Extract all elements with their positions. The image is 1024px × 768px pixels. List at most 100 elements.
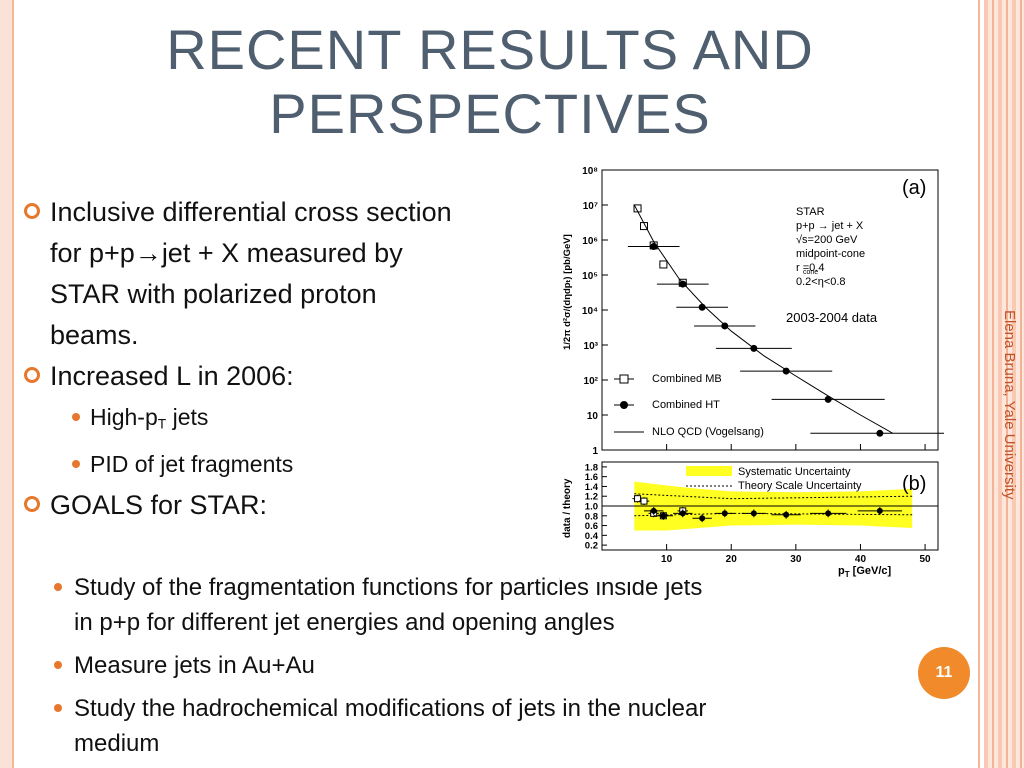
ht-data-point	[721, 322, 729, 330]
bullet-dot-icon	[54, 704, 62, 712]
bullet-list: Inclusive differential cross section for…	[20, 192, 560, 526]
x-tick-label: 40	[855, 554, 867, 565]
cone-sub: cone	[803, 269, 818, 276]
sub-bullet-high-pt: High-pT jets	[20, 397, 560, 444]
svg-text:Combined HT: Combined HT	[652, 399, 720, 411]
svg-text:NLO QCD (Vogelsang): NLO QCD (Vogelsang)	[652, 426, 764, 438]
x-tick-label: 30	[790, 554, 802, 565]
svg-text:Systematic Uncertainty: Systematic Uncertainty	[738, 466, 851, 478]
y-axis-label-top: 1/2π d²σ/(dηdpₜ) [pb/GeV]	[562, 234, 573, 350]
y-tick-label-bottom: 0.6	[585, 521, 598, 532]
ratio-ht-point	[699, 515, 706, 522]
bullet-dot-icon	[72, 413, 80, 421]
x-tick-label: 10	[661, 554, 673, 565]
eta-label: 0.2<η<0.8	[796, 276, 846, 288]
y-tick-label-top: 10⁵	[582, 271, 598, 282]
bullet-ring-icon	[24, 367, 40, 383]
ratio-ht-point	[876, 507, 883, 514]
goal-auau: Measure jets in Au+Au	[20, 648, 880, 683]
y-tick-label-top: 10⁸	[582, 166, 598, 177]
sub-bullet-pid: PID of jet fragments	[20, 444, 560, 485]
ratio-ht-point	[721, 510, 728, 517]
left-border	[0, 0, 14, 768]
arrow-right-icon: →	[134, 238, 162, 268]
y-tick-label-bottom: 1.2	[585, 492, 598, 503]
panel-a-label: (a)	[902, 177, 926, 199]
bullet-text: Increased L in 2006:	[50, 361, 294, 391]
legend-sys: Systematic Uncertainty	[686, 466, 851, 478]
author-sidebar: Elena Bruna, Yale University	[996, 310, 1024, 590]
ratio-ht-point	[660, 512, 667, 519]
y-axis-label-bottom: data / theory	[562, 478, 573, 538]
y-tick-label-top: 10⁷	[583, 201, 598, 212]
author-text: Elena Bruna, Yale University	[1001, 310, 1018, 500]
theory-scale-upper	[634, 493, 913, 500]
bullet-text: GOALS for STAR:	[50, 490, 268, 521]
legend-ht: Combined HT	[614, 399, 720, 411]
ht-data-point	[824, 395, 832, 403]
legend-theory: Theory Scale Uncertainty	[686, 480, 862, 492]
bullet-dot-icon	[72, 460, 80, 469]
y-tick-label-bottom: 0.4	[585, 531, 599, 542]
title-line-2: PERSPECTIVES	[269, 82, 711, 145]
slide-title: RECENT RESULTS AND PERSPECTIVES	[60, 18, 920, 146]
x-tick-label: 20	[726, 554, 738, 565]
goal-fragmentation: Study of the fragmentation functions for…	[20, 570, 880, 640]
ratio-ht-point	[679, 510, 686, 517]
data-note: 2003-2004 data	[786, 310, 878, 325]
bullet-text: beams.	[50, 320, 139, 350]
bullet-ring-icon	[24, 496, 40, 513]
y-tick-label-top: 1	[592, 446, 598, 457]
ratio-ht-point	[650, 507, 657, 514]
title-line-1: RECENT RESULTS AND	[166, 18, 814, 81]
panel-b-label: (b)	[902, 473, 926, 495]
bullet-luminosity: Increased L in 2006:	[20, 356, 560, 397]
cross-section-figure: 10⁸10⁷10⁶10⁵10⁴10³10²1011.81.61.41.21.00…	[560, 160, 944, 580]
y-tick-label-bottom: 0.2	[585, 541, 598, 552]
ratio-ht-point	[750, 510, 757, 517]
bullet-ring-icon	[24, 203, 40, 219]
legend-mb: Combined MB	[614, 373, 722, 385]
y-tick-label-top: 10³	[584, 341, 599, 352]
y-tick-label-bottom: 1.0	[585, 502, 598, 513]
y-tick-label-bottom: 1.6	[585, 472, 598, 483]
y-tick-label-top: 10²	[584, 376, 599, 387]
page-number-badge: 11	[918, 647, 970, 699]
reaction-label: p+p → jet + X	[796, 220, 864, 232]
nlo-qcd-line	[633, 204, 894, 434]
ratio-ht-point	[783, 511, 790, 518]
x-axis-label: pT [GeV/c]	[838, 565, 892, 579]
mb-data-point	[659, 260, 668, 269]
ht-data-point	[698, 303, 706, 311]
svg-text:Combined MB: Combined MB	[652, 373, 722, 385]
bullet-goals: GOALS for STAR:	[20, 485, 560, 526]
star-label: STAR	[796, 206, 825, 218]
energy-label: √s=200 GeV	[796, 234, 858, 246]
ht-data-point	[679, 280, 687, 288]
right-border	[984, 0, 1024, 768]
bullet-text: for p+p→jet + X measured by	[50, 238, 403, 268]
algorithm-label: midpoint-cone	[796, 248, 865, 260]
ratio-ht-point	[825, 510, 832, 517]
right-border-line	[978, 0, 980, 768]
y-tick-label-top: 10⁴	[582, 306, 598, 317]
y-tick-label-bottom: 0.8	[585, 511, 598, 522]
ht-data-point	[650, 243, 658, 251]
bullet-text: STAR with polarized proton	[50, 279, 377, 309]
y-tick-label-bottom: 1.8	[585, 462, 598, 473]
ratio-mb-point	[640, 497, 648, 505]
legend-nlo: NLO QCD (Vogelsang)	[614, 426, 764, 438]
cone-label: r =0.4	[796, 262, 824, 274]
ht-data-point	[876, 429, 884, 437]
y-tick-label-top: 10	[587, 411, 599, 422]
bullet-cross-section: Inclusive differential cross section for…	[20, 192, 560, 356]
svg-text:Theory Scale Uncertainty: Theory Scale Uncertainty	[738, 480, 862, 492]
y-tick-label-top: 10⁶	[582, 236, 598, 247]
x-tick-label: 50	[920, 554, 932, 565]
bullet-dot-icon	[54, 661, 62, 669]
goal-hadrochemical: Study the hadrochemical modifications of…	[20, 691, 880, 761]
bullet-dot-icon	[54, 583, 62, 591]
bullet-text: Inclusive differential cross section	[50, 197, 452, 227]
goals-list: Study of the fragmentation functions for…	[20, 570, 880, 761]
